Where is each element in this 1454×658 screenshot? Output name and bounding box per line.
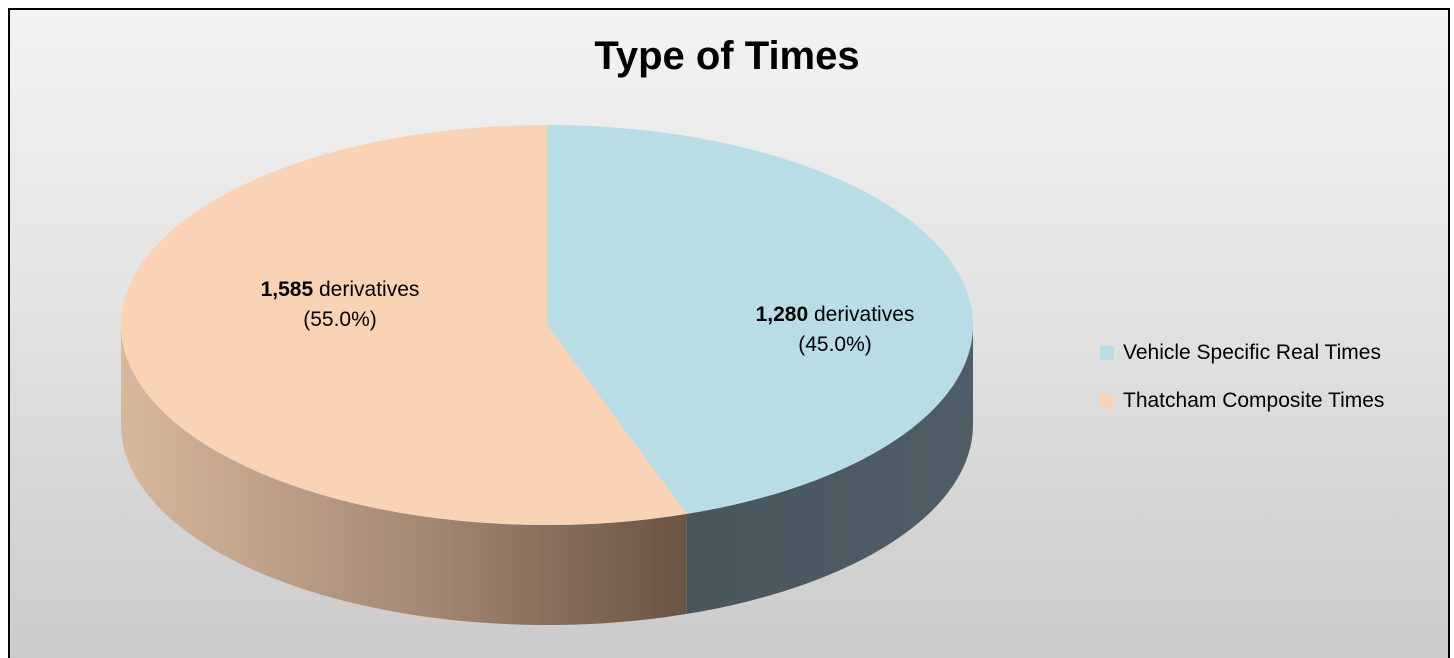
legend-label-thatcham-composite: Thatcham Composite Times <box>1123 389 1385 412</box>
data-label-thatcham-composite-times: 1,585 derivatives <box>261 278 420 301</box>
legend-item-vehicle-specific: Vehicle Specific Real Times <box>1100 341 1384 365</box>
legend-item-thatcham-composite: Thatcham Composite Times <box>1100 389 1384 413</box>
legend-swatch-thatcham-composite <box>1100 394 1114 408</box>
pie-slice-thatcham-composite-times <box>121 125 687 525</box>
legend-swatch-vehicle-specific <box>1100 346 1114 360</box>
data-label-vehicle-specific-real-times: 1,280 derivatives <box>756 303 915 326</box>
data-label-percent-thatcham-composite-times: (55.0%) <box>303 308 377 331</box>
pie-slice-vehicle-specific-real-times <box>547 125 974 514</box>
legend: Vehicle Specific Real Times Thatcham Com… <box>1100 341 1384 437</box>
chart-title: Type of Times <box>594 34 860 78</box>
legend-label-vehicle-specific: Vehicle Specific Real Times <box>1123 341 1381 364</box>
data-label-percent-vehicle-specific-real-times: (45.0%) <box>798 333 872 356</box>
pie-side-vehicle-specific-real-times <box>686 325 973 614</box>
pie-side-thatcham-composite-times <box>121 325 687 626</box>
